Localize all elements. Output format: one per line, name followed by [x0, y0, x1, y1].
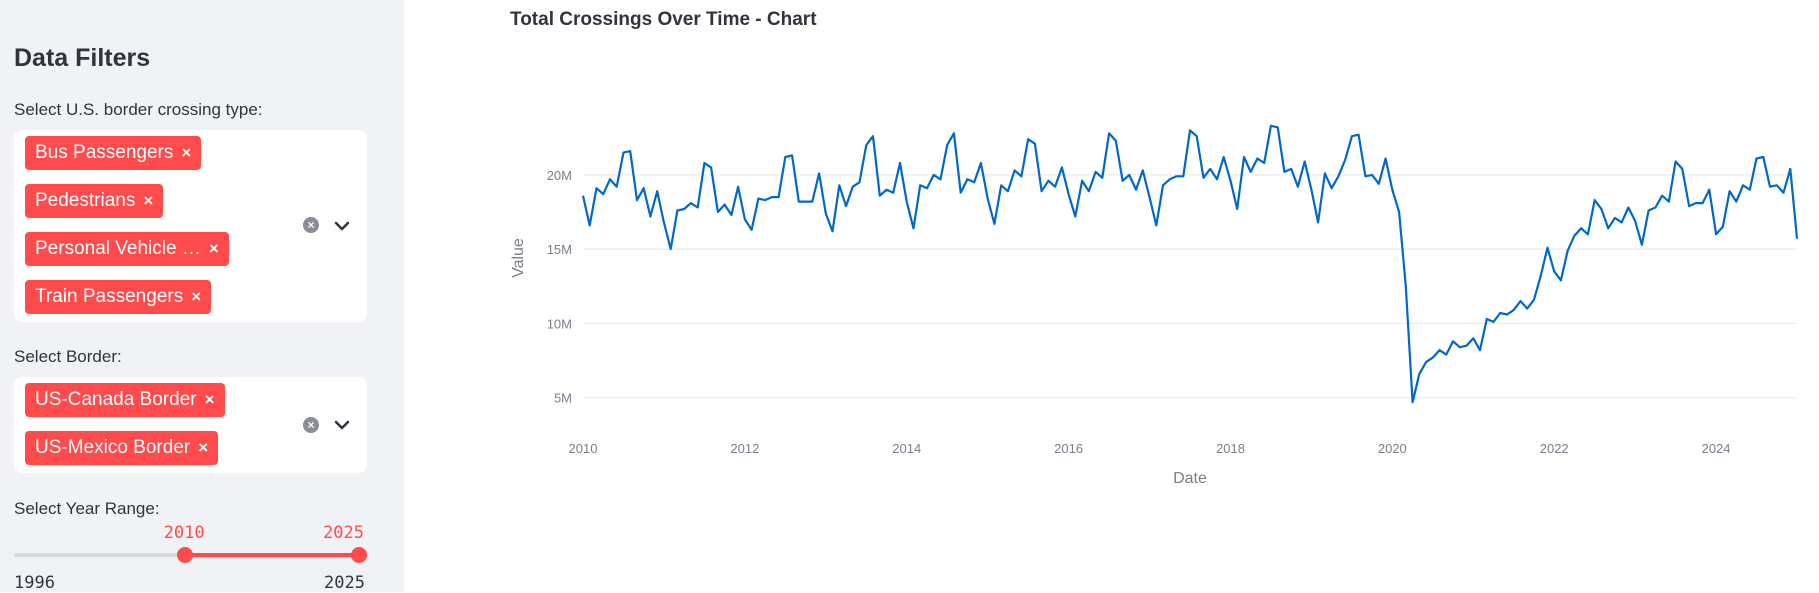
slider-thumb-low[interactable]: [176, 547, 193, 563]
clear-all-icon[interactable]: ×: [303, 217, 319, 233]
sidebar: Data Filters Select U.S. border crossing…: [0, 0, 404, 593]
series-line[interactable]: [581, 124, 1799, 404]
tag-personal-vehicle: Personal Vehicle … ×: [25, 232, 229, 266]
y-tick-label: 5M: [554, 391, 572, 406]
x-axis-title: Date: [1173, 470, 1207, 487]
tag-bus-passengers: Bus Passengers ×: [25, 136, 202, 170]
x-tick-label: 2022: [1540, 441, 1569, 456]
chevron-down-icon[interactable]: [333, 220, 351, 232]
tag-train-passengers: Train Passengers ×: [25, 280, 212, 314]
y-axis-title: Value: [510, 238, 527, 278]
x-tick-label: 2020: [1378, 441, 1407, 456]
slider-thumb-high[interactable]: [351, 547, 367, 563]
x-tick-label: 2012: [730, 441, 759, 456]
remove-tag-icon[interactable]: ×: [198, 438, 209, 457]
tag-us-mexico-border: US-Mexico Border ×: [25, 431, 219, 465]
remove-tag-icon[interactable]: ×: [143, 191, 154, 210]
year-range-slider-fill: [184, 553, 359, 557]
x-tick-label: 2018: [1216, 441, 1245, 456]
y-tick-label: 20M: [547, 168, 572, 183]
slider-max-label: 2025: [324, 573, 365, 593]
remove-tag-icon[interactable]: ×: [208, 239, 219, 258]
x-tick-label: 2016: [1054, 441, 1083, 456]
y-tick-label: 15M: [547, 242, 572, 257]
x-tick-label: 2010: [569, 441, 598, 456]
sidebar-title: Data Filters: [14, 44, 151, 72]
year-range-label: Select Year Range:: [14, 499, 160, 518]
chart-title: Total Crossings Over Time - Chart: [510, 9, 817, 30]
crossing-type-multiselect[interactable]: Bus Passengers × Pedestrians × Personal Ve…: [14, 130, 367, 322]
tag-us-canada-border: US-Canada Border ×: [25, 383, 225, 417]
remove-tag-icon[interactable]: ×: [181, 143, 192, 162]
slider-high-value: 2025: [323, 523, 364, 543]
border-multiselect[interactable]: US-Canada Border × US-Mexico Border × ×: [14, 377, 367, 473]
x-tick-label: 2024: [1702, 441, 1731, 456]
x-tick-label: 2014: [892, 441, 921, 456]
border-label: Select Border:: [14, 347, 122, 366]
crossing-type-label: Select U.S. border crossing type:: [14, 100, 263, 119]
slider-min-label: 1996: [14, 573, 55, 593]
remove-tag-icon[interactable]: ×: [204, 390, 215, 409]
tag-pedestrians: Pedestrians ×: [25, 184, 164, 218]
chevron-down-icon[interactable]: [333, 419, 351, 431]
remove-tag-icon[interactable]: ×: [191, 287, 202, 306]
slider-low-value: 2010: [163, 523, 205, 543]
y-tick-label: 10M: [547, 316, 572, 331]
clear-all-icon[interactable]: ×: [303, 417, 319, 433]
